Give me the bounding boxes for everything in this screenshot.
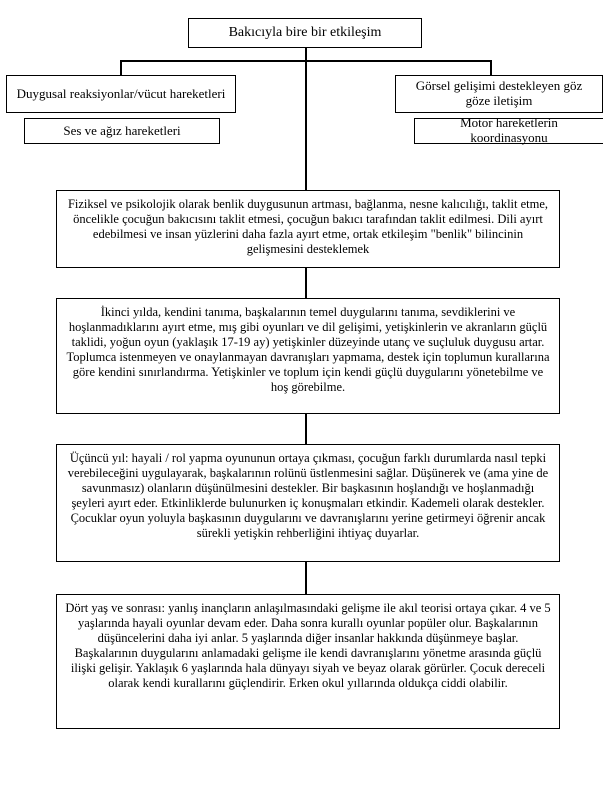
paragraph-box-3: Dört yaş ve sonrası: yanlış inançların a… xyxy=(56,594,560,729)
para-connector-2 xyxy=(305,562,307,594)
paragraph-box-0: Fiziksel ve psikolojik olarak benlik duy… xyxy=(56,190,560,268)
title-box: Bakıcıyla bire bir etkileşim xyxy=(188,18,422,48)
paragraph-box-1: İkinci yılda, kendini tanıma, başkaların… xyxy=(56,298,560,414)
connector-vright xyxy=(490,60,492,75)
paragraph-box-2: Üçüncü yıl: hayali / rol yapma oyununun … xyxy=(56,444,560,562)
row1-right-text: Görsel gelişimi destekleyen göz göze ile… xyxy=(402,79,596,109)
connector-vcenter xyxy=(305,60,307,190)
connector-title-down xyxy=(305,48,307,60)
row1-left-text: Duygusal reaksiyonlar/vücut hareketleri xyxy=(17,87,226,102)
row2-right-text: Motor hareketlerin koordinasyonu xyxy=(421,116,597,146)
paragraph-text-1: İkinci yılda, kendini tanıma, başkaların… xyxy=(65,305,551,395)
row1-left-box: Duygusal reaksiyonlar/vücut hareketleri xyxy=(6,75,236,113)
row2-left-text: Ses ve ağız hareketleri xyxy=(63,124,180,139)
paragraph-text-3: Dört yaş ve sonrası: yanlış inançların a… xyxy=(65,601,551,691)
row2-right-box: Motor hareketlerin koordinasyonu xyxy=(414,118,603,144)
row2-left-box: Ses ve ağız hareketleri xyxy=(24,118,220,144)
connector-vleft xyxy=(120,60,122,75)
para-connector-1 xyxy=(305,414,307,444)
title-text: Bakıcıyla bire bir etkileşim xyxy=(229,25,382,41)
para-connector-0 xyxy=(305,268,307,298)
row1-right-box: Görsel gelişimi destekleyen göz göze ile… xyxy=(395,75,603,113)
paragraph-text-0: Fiziksel ve psikolojik olarak benlik duy… xyxy=(65,197,551,257)
paragraph-text-2: Üçüncü yıl: hayali / rol yapma oyununun … xyxy=(65,451,551,541)
